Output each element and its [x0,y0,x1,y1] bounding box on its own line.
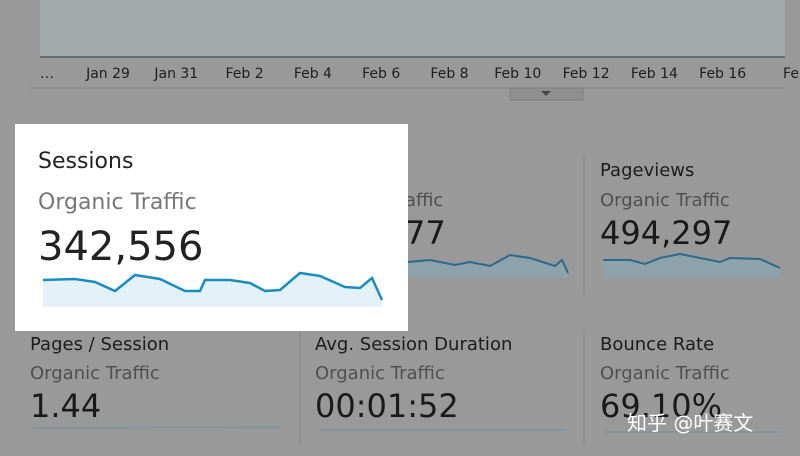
timeline-labels: … Jan 29 Jan 31 Feb 2 Feb 4 Feb 6 Feb 8 Feb 10 F… [40,66,799,82]
card-value: 69.10% [600,387,722,425]
card-value: 342,556 [38,224,203,270]
card-subtitle: Organic Traffic [30,363,160,384]
sparkline [407,253,569,274]
timeline-label: Feb 14 [631,66,678,82]
card-subtitle: Organic Traffic [600,363,730,384]
card-subtitle: affic [405,190,443,211]
timeline-label: Feb 10 [494,66,541,82]
sparkline [42,271,384,301]
timeline-label: Feb 12 [563,66,610,82]
card-value: 1.44 [30,387,101,425]
card-title: Pages / Session [30,334,169,355]
collapse-arrow [541,91,551,96]
sparkline-area [603,254,780,278]
timeline-label: Jan 31 [153,66,198,82]
card-title: Sessions [38,149,133,174]
timeline-label: Fe [783,66,799,82]
card-title: Avg. Session Duration [315,334,512,355]
card-subtitle: Organic Traffic [38,190,197,215]
card-value: 494,297 [600,214,732,252]
sparkline [32,426,281,429]
watermark: 知乎 @叶赛文 [627,411,753,435]
card-value: 00:01:52 [315,387,459,425]
timeline-label: Jan 29 [85,66,130,82]
sparkline [603,252,781,269]
timeline-label: Feb 6 [362,66,400,82]
timeline-label: … [40,66,54,82]
timeline-label: Feb 16 [699,66,746,82]
timeline-area [40,0,785,57]
card-title: Pageviews [600,160,694,181]
timeline-label: Feb 8 [430,66,468,82]
card-title: Bounce Rate [600,334,714,355]
card-subtitle: Organic Traffic [600,190,730,211]
card-subtitle: Organic Traffic [315,363,445,384]
card-value: 77 [405,214,446,252]
timeline-label: Feb 2 [226,66,264,82]
timeline-label: Feb 4 [294,66,332,82]
